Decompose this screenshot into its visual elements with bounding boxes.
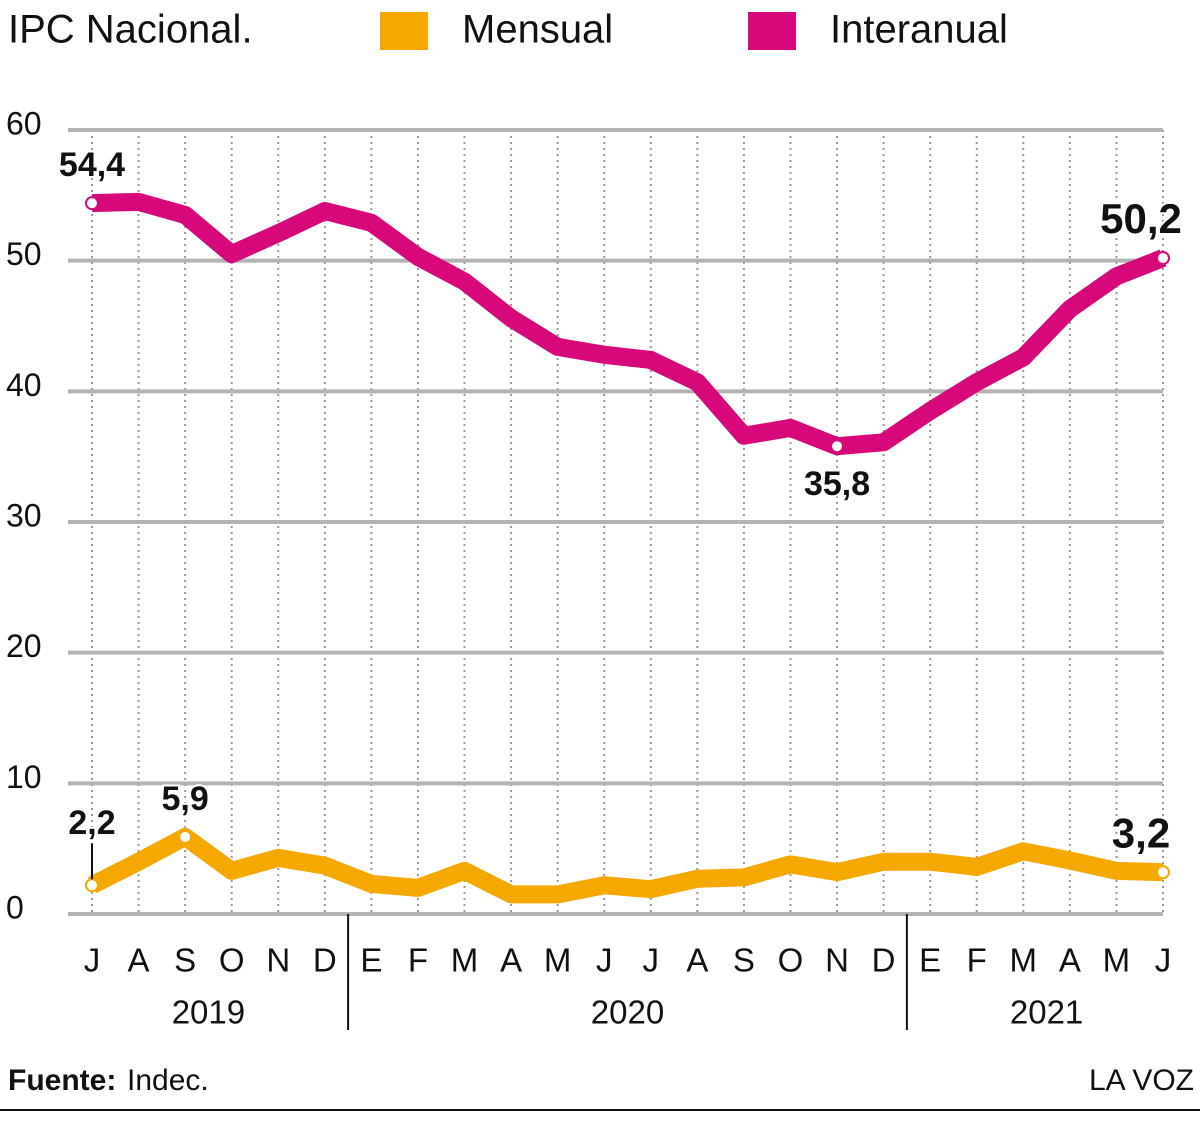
x-tick-label: E [919, 942, 941, 979]
x-tick-label: S [174, 942, 196, 979]
x-tick-label: J [84, 942, 101, 979]
x-tick-label: A [1059, 942, 1081, 979]
y-tick-label: 30 [6, 497, 42, 533]
source-label: Fuente: [8, 1064, 116, 1097]
year-label: 2021 [1010, 994, 1083, 1031]
x-tick-label: A [128, 942, 150, 979]
data-label: 5,9 [161, 780, 208, 818]
y-tick-label: 50 [6, 236, 42, 272]
x-tick-label: D [872, 942, 896, 979]
data-label: 2,2 [68, 804, 115, 842]
x-tick-label: D [313, 942, 337, 979]
x-tick-label: J [596, 942, 613, 979]
y-tick-label: 40 [6, 367, 42, 403]
legend-label: Mensual [462, 8, 613, 52]
data-label: 3,2 [1112, 809, 1170, 856]
data-label: 54,4 [59, 146, 125, 184]
y-tick-label: 10 [6, 759, 42, 795]
credit: LA VOZ [1089, 1064, 1194, 1097]
x-tick-label: M [1010, 942, 1038, 979]
point-marker [1156, 865, 1170, 880]
point-marker [830, 439, 845, 454]
x-tick-label: O [219, 942, 245, 979]
series-line [87, 827, 1164, 904]
x-tick-label: M [544, 942, 572, 979]
source: Indec. [127, 1064, 209, 1097]
x-tick-label: O [778, 942, 804, 979]
x-tick-label: F [408, 942, 428, 979]
x-tick-label: S [733, 942, 755, 979]
point-marker [85, 196, 99, 211]
x-tick-label: E [360, 942, 382, 979]
legend-label: Interanual [830, 8, 1008, 52]
year-label: 2019 [172, 994, 245, 1031]
x-tick-label: J [643, 942, 660, 979]
point-marker [85, 878, 99, 893]
year-label: 2020 [591, 994, 664, 1031]
x-tick-label: N [266, 942, 290, 979]
y-tick-label: 60 [6, 105, 42, 141]
x-tick-label: F [967, 942, 987, 979]
series-line [91, 192, 1167, 456]
chart-title: IPC Nacional. [8, 8, 253, 52]
y-tick-label: 20 [6, 628, 42, 664]
x-tick-label: N [825, 942, 849, 979]
point-marker [1156, 251, 1170, 266]
data-label: 35,8 [804, 465, 870, 503]
x-tick-label: A [500, 942, 522, 979]
y-tick-label: 0 [6, 889, 24, 925]
x-tick-label: A [686, 942, 708, 979]
point-marker [178, 829, 193, 844]
x-tick-label: M [1103, 942, 1131, 979]
legend-swatch [748, 12, 796, 50]
x-tick-label: J [1155, 942, 1172, 979]
legend-swatch [380, 12, 428, 50]
x-tick-label: M [451, 942, 479, 979]
data-label: 50,2 [1100, 195, 1182, 242]
